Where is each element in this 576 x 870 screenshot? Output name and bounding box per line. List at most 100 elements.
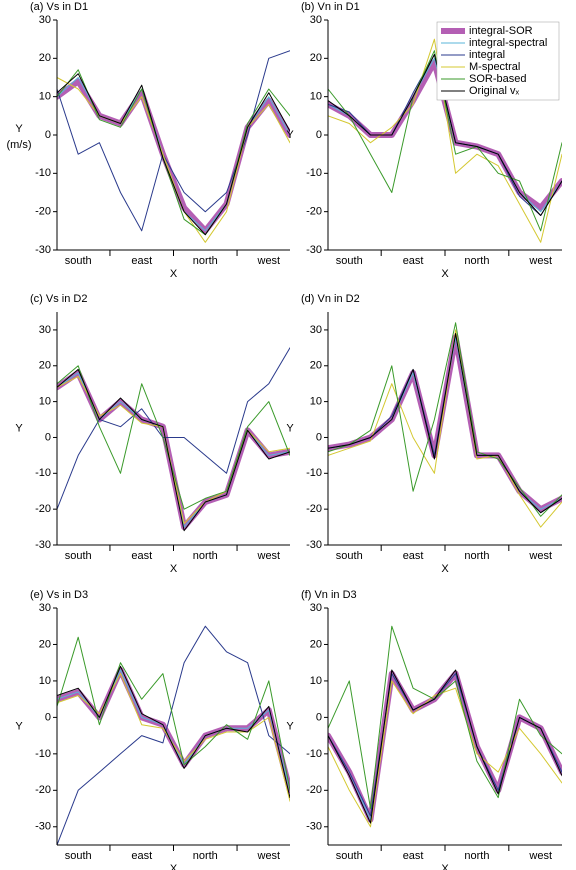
series-line [57, 69, 290, 236]
x-tick-label: north [193, 255, 218, 267]
x-tick-label: south [65, 850, 92, 862]
panel-title: (c) Vs in D2 [30, 293, 87, 305]
y-tick-label: -20 [35, 503, 51, 515]
y-tick-label: -30 [35, 821, 51, 833]
y-tick-label: -10 [306, 748, 322, 760]
y-tick-label: -20 [35, 206, 51, 218]
series-line [57, 78, 290, 234]
series-line [328, 334, 562, 513]
y-tick-label: -30 [35, 539, 51, 551]
y-tick-label: 10 [39, 91, 51, 103]
x-tick-label: east [131, 850, 152, 862]
y-tick-label: 10 [310, 396, 322, 408]
series-line [57, 369, 290, 531]
x-tick-label: east [403, 850, 424, 862]
y-tick-label: -10 [306, 467, 322, 479]
y-tick-label: -20 [35, 784, 51, 796]
x-tick-label: west [257, 850, 281, 862]
x-tick-label: east [131, 255, 152, 267]
series-line [328, 333, 562, 514]
y-tick-label: -10 [35, 167, 51, 179]
x-tick-label: north [464, 850, 489, 862]
x-tick-label: west [257, 255, 281, 267]
y-tick-label: -30 [306, 821, 322, 833]
series-line [328, 670, 562, 823]
legend-label: integral [469, 49, 505, 61]
x-tick-label: south [336, 850, 363, 862]
legend-label: SOR-based [469, 73, 526, 85]
y-tick-label: 30 [39, 602, 51, 614]
series-line [57, 636, 290, 791]
y-tick-label: -30 [306, 539, 322, 551]
y-tick-label: -20 [306, 206, 322, 218]
y-tick-label: 30 [310, 602, 322, 614]
x-tick-label: south [336, 255, 363, 267]
x-axis-label: X [170, 863, 178, 870]
y-tick-label: -10 [306, 167, 322, 179]
y-tick-label: 0 [45, 431, 51, 443]
series-line [328, 625, 562, 809]
y-tick-label: 30 [39, 14, 51, 26]
legend-label: Original vₓ [469, 85, 519, 97]
y-tick-label: 20 [39, 638, 51, 650]
panel-title: (f) Vn in D3 [301, 589, 357, 601]
x-axis-label: X [441, 863, 449, 870]
y-axis-label: Y [15, 123, 23, 135]
y-tick-label: -10 [35, 748, 51, 760]
series-line [328, 333, 562, 514]
x-tick-label: west [257, 550, 281, 562]
x-tick-label: east [131, 550, 152, 562]
x-tick-label: south [65, 550, 92, 562]
series-line [328, 50, 562, 232]
series-line [57, 347, 290, 510]
y-tick-label: 20 [39, 360, 51, 372]
y-tick-label: 10 [310, 91, 322, 103]
y-tick-label: 30 [310, 14, 322, 26]
x-tick-label: north [193, 550, 218, 562]
y-tick-label: 10 [310, 675, 322, 687]
x-axis-label: X [170, 268, 178, 280]
y-tick-label: -10 [35, 467, 51, 479]
y-tick-label: 30 [39, 324, 51, 336]
y-axis-label: Y [15, 720, 23, 732]
x-axis-label: X [441, 563, 449, 575]
y-tick-label: -30 [306, 244, 322, 256]
y-tick-label: 30 [310, 324, 322, 336]
y-tick-label: -20 [306, 784, 322, 796]
y-tick-label: 0 [316, 711, 322, 723]
series-line [328, 329, 562, 528]
x-tick-label: north [464, 255, 489, 267]
x-tick-label: south [336, 550, 363, 562]
x-tick-label: south [65, 255, 92, 267]
series-line [328, 38, 562, 243]
series-line [328, 669, 562, 824]
x-tick-label: north [464, 550, 489, 562]
legend-box [436, 21, 560, 101]
series-line [328, 336, 562, 510]
legend-label: M-spectral [469, 61, 520, 73]
y-tick-label: 0 [316, 129, 322, 141]
legend-label: integral-spectral [469, 37, 547, 49]
series-line [57, 625, 290, 845]
y-axis-label: Y [286, 129, 294, 141]
y-axis-label: Y [15, 422, 23, 434]
series-line [57, 368, 290, 532]
x-tick-label: west [528, 550, 552, 562]
x-tick-label: east [403, 550, 424, 562]
y-tick-label: 0 [45, 711, 51, 723]
y-tick-label: -30 [35, 244, 51, 256]
y-axis-unit: (m/s) [6, 139, 31, 151]
y-tick-label: 10 [39, 396, 51, 408]
series-line [328, 680, 562, 828]
series-line [57, 365, 290, 510]
x-axis-label: X [441, 268, 449, 280]
y-axis-label: Y [286, 720, 294, 732]
y-tick-label: 20 [310, 52, 322, 64]
y-tick-label: 20 [310, 360, 322, 372]
panel-title: (e) Vs in D3 [30, 589, 88, 601]
y-tick-label: -20 [306, 503, 322, 515]
x-tick-label: east [403, 255, 424, 267]
panel-title: (d) Vn in D2 [301, 293, 360, 305]
x-tick-label: north [193, 850, 218, 862]
